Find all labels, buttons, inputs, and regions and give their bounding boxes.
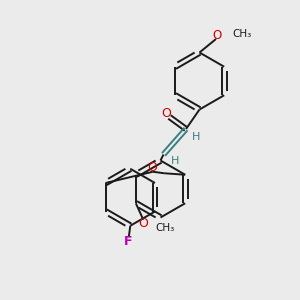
Text: F: F: [124, 235, 132, 248]
Text: O: O: [138, 217, 148, 230]
Text: O: O: [212, 28, 221, 42]
Text: O: O: [147, 161, 157, 174]
Text: O: O: [161, 107, 171, 120]
Text: H: H: [192, 131, 201, 142]
Text: H: H: [171, 155, 180, 166]
Text: CH₃: CH₃: [232, 28, 252, 39]
Text: CH₃: CH₃: [155, 223, 175, 233]
